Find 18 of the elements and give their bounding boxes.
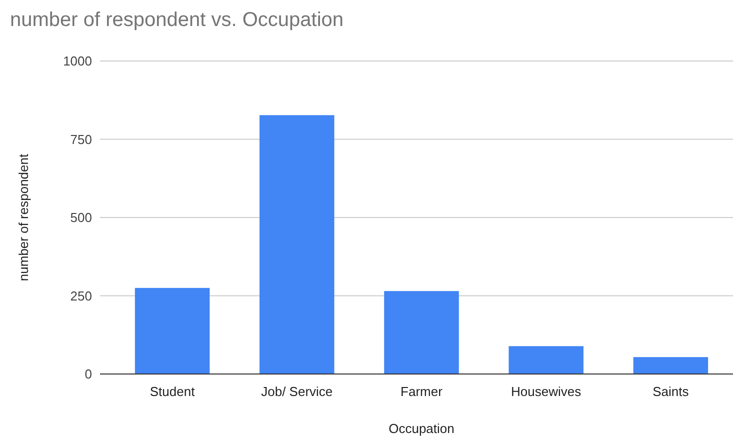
y-tick-label: 750	[70, 132, 92, 147]
chart-title: number of respondent vs. Occupation	[10, 9, 344, 31]
x-tick-label: Farmer	[400, 384, 444, 399]
y-tick-label: 0	[84, 366, 92, 382]
bar	[134, 288, 210, 374]
bar	[508, 346, 584, 374]
bar	[633, 357, 708, 374]
x-tick-label: Job/ Service	[261, 384, 333, 399]
bar	[260, 115, 334, 374]
x-tick-label: Student	[150, 384, 196, 399]
x-tick-label: Housewives	[511, 384, 582, 399]
y-tick-label: 500	[70, 210, 92, 226]
bar	[384, 291, 459, 374]
x-tick-label: Saints	[652, 384, 690, 399]
x-axis-title: Occupation	[388, 421, 454, 436]
y-tick-label: 250	[70, 288, 92, 304]
y-tick-label: 1000	[63, 54, 92, 69]
y-axis-title: number of respondent	[16, 154, 31, 282]
